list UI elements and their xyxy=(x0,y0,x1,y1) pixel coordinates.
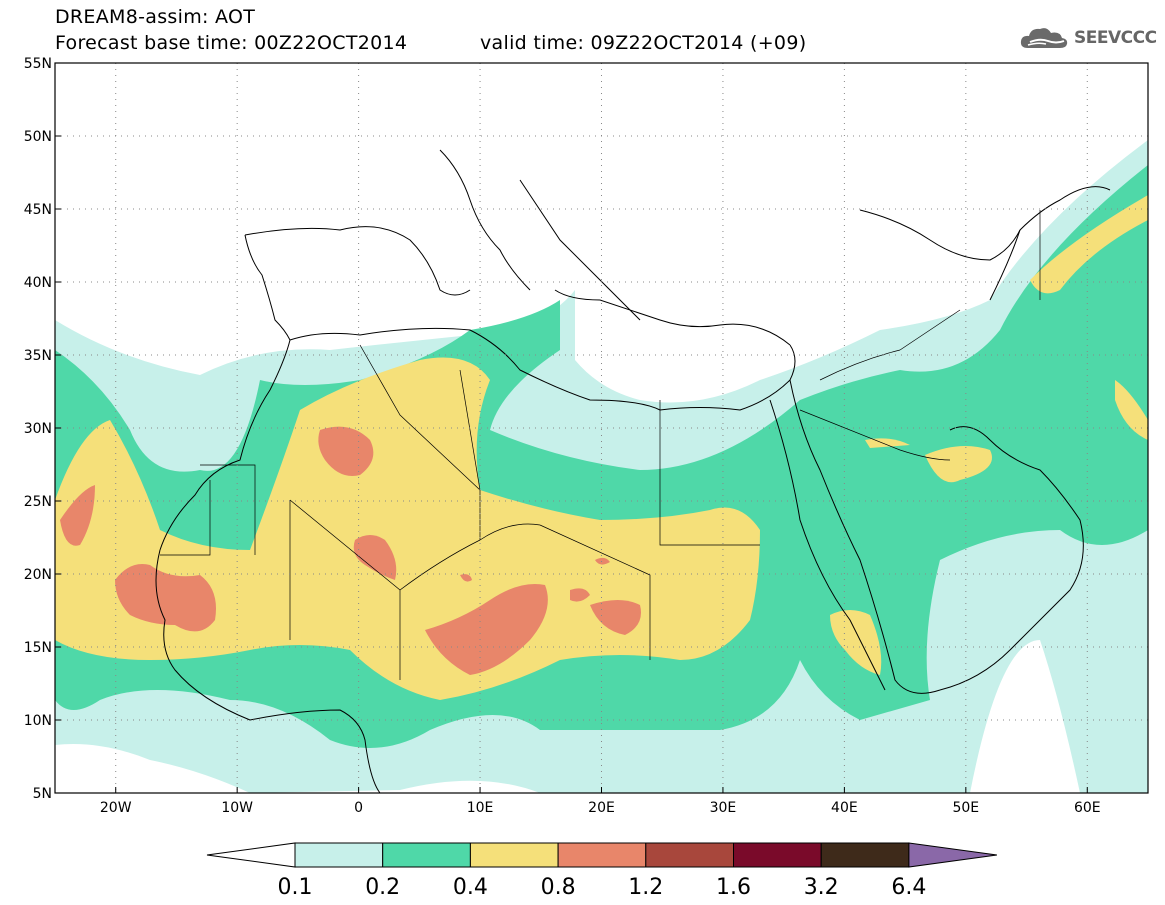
colorbar-label: 0.1 xyxy=(278,875,313,900)
colorbar-label: 1.2 xyxy=(628,875,663,900)
aot-contour-0.8 xyxy=(595,557,610,565)
aot-contour-0.4 xyxy=(925,446,992,483)
lon-label: 40E xyxy=(831,800,858,816)
aot-contour-0.8 xyxy=(115,564,216,632)
borders xyxy=(160,210,1041,680)
grid xyxy=(55,63,1148,793)
colorbar-bin xyxy=(645,842,734,868)
aot-contour-0.4 xyxy=(1115,380,1148,440)
aot-contour-0.8 xyxy=(460,574,472,582)
colorbar-bin xyxy=(733,842,822,868)
colorbar-label: 3.2 xyxy=(804,875,839,900)
aot-contour-0.8 xyxy=(60,485,95,546)
lon-label: 0 xyxy=(354,800,363,816)
lat-label: 20N xyxy=(24,567,52,583)
lat-label: 15N xyxy=(24,640,52,656)
colorbar-label: 1.6 xyxy=(716,875,751,900)
lon-label: 20W xyxy=(100,800,132,816)
seevccc-logo: SEEVCCC xyxy=(1018,24,1157,52)
aot-contour-0.8 xyxy=(590,600,641,635)
axis-ticks: 5N 10N 15N 20N 25N 30N 35N 40N 45N 50N 55N 20W 10W 0 1… xyxy=(24,56,1101,816)
forecast-base-time: Forecast base time: 00Z22OCT2014 xyxy=(55,32,408,54)
lat-label: 30N xyxy=(24,421,52,437)
lon-label: 10E xyxy=(467,800,494,816)
colorbar-bin xyxy=(820,842,910,868)
coastlines xyxy=(155,149,1111,793)
valid-time: valid time: 09Z22OCT2014 (+09) xyxy=(480,32,807,54)
cloud-icon xyxy=(1020,28,1068,48)
colorbar-bin xyxy=(557,842,647,868)
aot-contour-0.8 xyxy=(425,584,548,675)
aot-contour-0.4 xyxy=(830,610,882,675)
colorbar-bin xyxy=(294,842,384,868)
colorbar-arrow-low xyxy=(206,842,296,868)
colorbar-label: 0.8 xyxy=(541,875,576,900)
colorbar-label: 0.2 xyxy=(365,875,400,900)
lat-label: 45N xyxy=(24,202,52,218)
lat-label: 40N xyxy=(24,275,52,291)
map-title: DREAM8-assim: AOT xyxy=(55,6,256,28)
aot-contour-0.4 xyxy=(55,357,760,700)
lat-label: 35N xyxy=(24,348,52,364)
lon-label: 60E xyxy=(1074,800,1101,816)
lat-label: 50N xyxy=(24,129,52,145)
aot-contour-0.8 xyxy=(318,426,374,476)
lon-label: 20E xyxy=(588,800,615,816)
colorbar-bin xyxy=(469,842,559,868)
lat-label: 55N xyxy=(24,56,52,72)
colorbar-label: 6.4 xyxy=(891,875,926,900)
colorbar-arrow-high xyxy=(908,842,997,868)
colorbar-label: 0.4 xyxy=(453,875,488,900)
logo-text: SEEVCCC xyxy=(1074,28,1157,48)
lat-label: 25N xyxy=(24,494,52,510)
lat-label: 10N xyxy=(24,713,52,729)
colorbar-bin xyxy=(382,842,471,868)
aot-contour-0.8 xyxy=(353,535,397,580)
lon-label: 50E xyxy=(952,800,979,816)
lon-label: 10W xyxy=(221,800,253,816)
lat-label: 5N xyxy=(33,786,52,802)
aot-contour-0.4 xyxy=(1030,195,1148,294)
aot-field xyxy=(55,63,1148,793)
aot-contour-0.8 xyxy=(570,588,590,602)
lon-label: 30E xyxy=(710,800,737,816)
